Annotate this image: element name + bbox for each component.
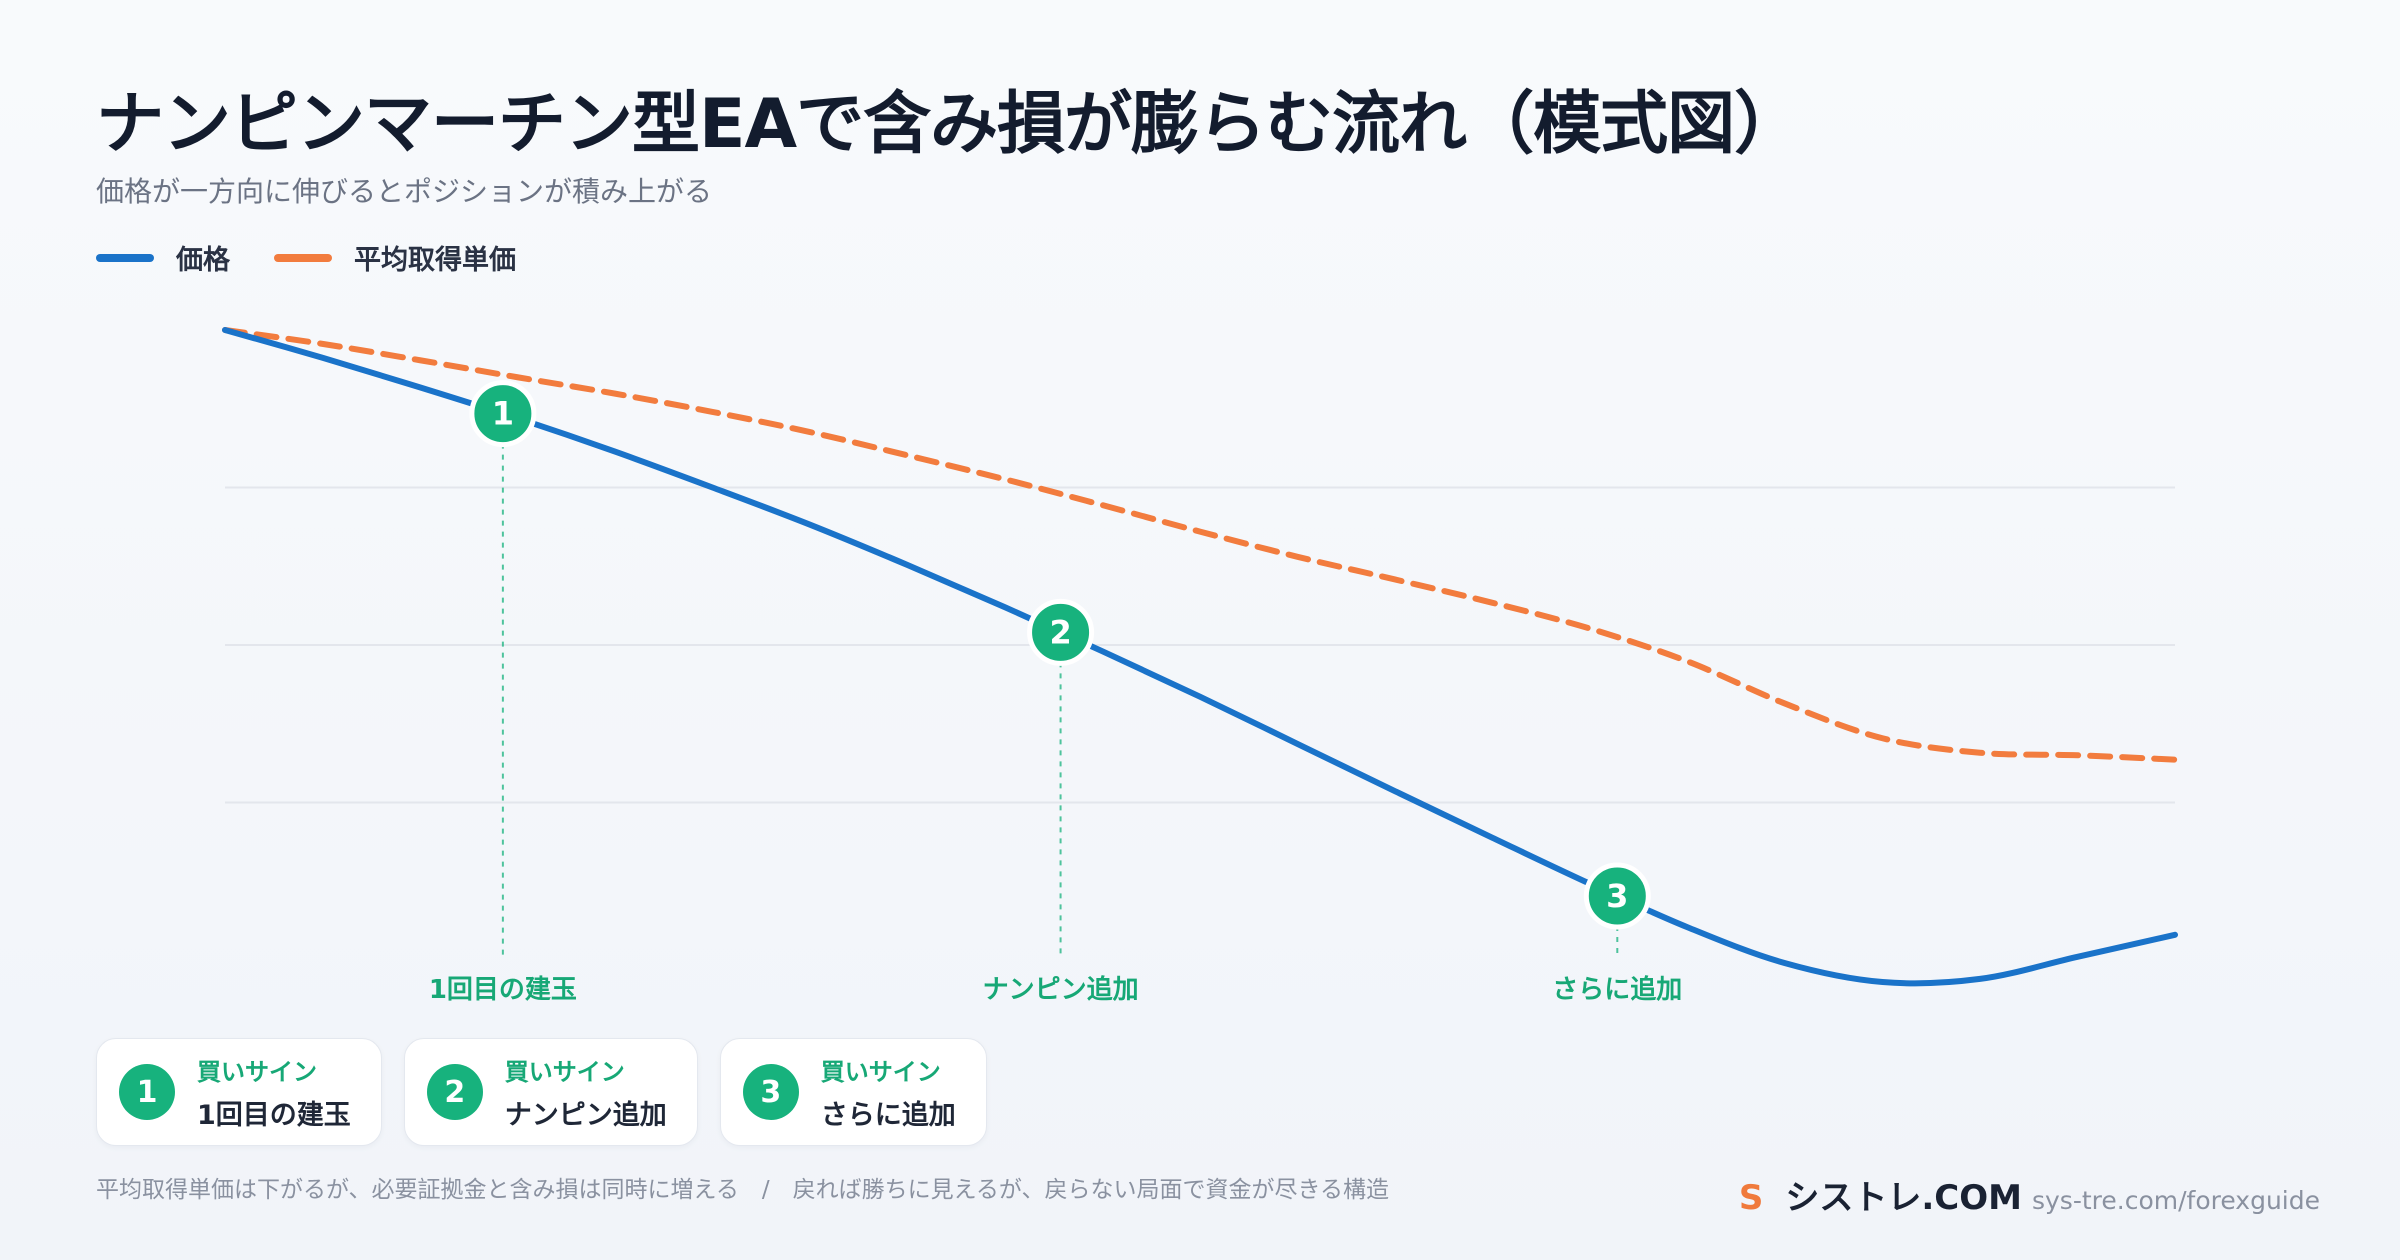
signal-badge-2: 2 (426, 1064, 483, 1120)
marker-circle-1 (469, 380, 537, 448)
signal-badge-1: 1 (119, 1064, 175, 1120)
signal-cards: 1 買いサイン 1回目の建玉 2 買いサイン ナンピン追加 3 買いサイン さら… (96, 1038, 987, 1146)
page-subtitle: 価格が一方向に伸びるとポジションが積み上がる (96, 175, 713, 208)
legend-swatch-average (274, 253, 332, 262)
signal-card-2: 2 買いサイン ナンピン追加 (403, 1038, 698, 1146)
series-line-price (222, 327, 2178, 987)
marker-label-3: さらに追加 (1552, 974, 1682, 1005)
marker-number-3: 3 (1606, 877, 1628, 915)
signal-card-3: 3 買いサイン さらに追加 (719, 1038, 987, 1146)
legend-label-price: 価格 (176, 245, 230, 276)
signal-tag-3: 買いサイン (820, 1058, 941, 1086)
brand-name: シストレ.COM (1785, 1178, 2022, 1218)
signal-card-1: 1 買いサイン 1回目の建玉 (96, 1038, 382, 1146)
signal-label-1: 1回目の建玉 (197, 1100, 351, 1131)
signal-tag-1: 買いサイン (197, 1058, 317, 1086)
marker-label-1: 1回目の建玉 (429, 975, 577, 1005)
signal-tag-2: 買いサイン (504, 1058, 625, 1086)
marker-number-2: 2 (1049, 613, 1071, 651)
marker-label-2: ナンピン追加 (983, 974, 1139, 1005)
footnote: 平均取得単価は下がるが、必要証拠金と含み損は同時に増える / 戻れば勝ちに見える… (96, 1177, 1389, 1203)
marker-circle-3 (1583, 862, 1651, 930)
legend-swatch-price (96, 253, 154, 262)
signal-label-3: さらに追加 (820, 1100, 956, 1131)
marker-circle-2 (1027, 598, 1095, 666)
legend-item-average: 平均取得単価 (274, 238, 516, 277)
page-title: ナンピンマーチン型EAで含み損が膨らむ流れ（模式図） (96, 85, 1802, 164)
signal-badge-3: 3 (742, 1064, 799, 1120)
signal-label-2: ナンピン追加 (504, 1100, 667, 1131)
brand-logo-icon: S (1738, 1178, 1764, 1218)
legend: 価格 平均取得単価 (96, 238, 560, 277)
series-line-average (222, 327, 2178, 763)
legend-label-average: 平均取得単価 (354, 245, 516, 276)
marker-number-1: 1 (492, 395, 514, 433)
legend-item-price: 価格 (96, 238, 230, 277)
brand[interactable]: S シストレ.COM sys-tre.com/forexguide (1739, 1170, 2320, 1219)
brand-url-link[interactable]: sys-tre.com/forexguide (2031, 1186, 2320, 1215)
